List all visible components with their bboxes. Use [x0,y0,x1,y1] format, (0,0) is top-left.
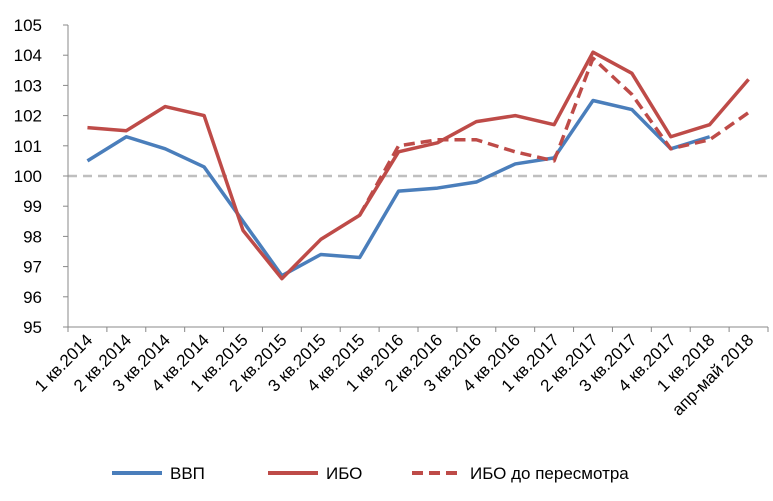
y-tick-label: 102 [14,107,42,126]
legend-label: ИБО до пересмотра [470,464,629,483]
y-tick-label: 95 [23,318,42,337]
y-tick-label: 105 [14,16,42,35]
y-tick-label: 97 [23,258,42,277]
series-line [86,98,711,278]
series-line [358,56,750,217]
y-tick-label: 98 [23,227,42,246]
y-tick-label: 96 [23,288,42,307]
series-line [87,50,750,281]
legend-label: ВВП [170,464,205,483]
legend-label: ИБО [326,464,362,483]
y-tick-label: 103 [14,76,42,95]
y-tick-label: 99 [23,197,42,216]
y-tick-label: 104 [14,46,42,65]
y-tick-label: 100 [14,167,42,186]
y-tick-label: 101 [14,137,42,156]
